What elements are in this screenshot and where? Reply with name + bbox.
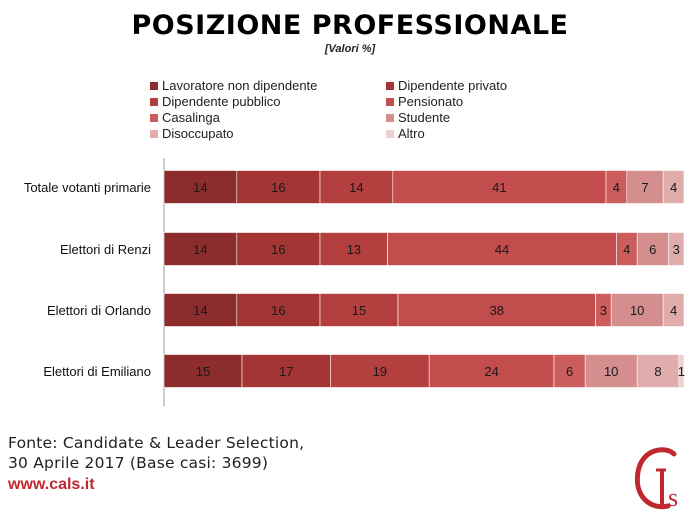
legend-label: Lavoratore non dipendente: [162, 78, 318, 93]
data-label: 15: [196, 364, 210, 379]
legend-label: Pensionato: [398, 94, 464, 109]
bar-segment: [330, 354, 430, 388]
bar-segment: [163, 293, 238, 327]
bar-segment: [610, 293, 664, 327]
data-label: 14: [193, 180, 207, 195]
legend-item-altro: Altro: [386, 126, 425, 141]
data-label: 3: [673, 242, 680, 257]
data-label: 13: [347, 242, 361, 257]
data-label: 6: [649, 242, 656, 257]
bar-segment: [626, 170, 664, 204]
legend-label: Studente: [398, 110, 451, 125]
legend-item-dipendente-pubblico: Dipendente pubblico: [150, 94, 281, 109]
data-label: 4: [623, 242, 630, 257]
legend-label: Disoccupato: [162, 126, 234, 141]
legend-item-casalinga: Casalinga: [150, 110, 220, 125]
data-label: 24: [484, 364, 498, 379]
bar-segment: [163, 232, 238, 266]
data-label: 16: [271, 303, 285, 318]
legend-item-lavoratore-non-dipendente: Lavoratore non dipendente: [150, 78, 317, 93]
bar-segment: [662, 170, 685, 204]
legend-label: Casalinga: [162, 110, 220, 125]
bar-segment: [319, 293, 399, 327]
data-label: 3: [600, 303, 607, 318]
data-label: 4: [670, 180, 677, 195]
legend-swatch: [150, 97, 158, 106]
bar-segment: [636, 232, 669, 266]
category-label: Elettori di Emiliano: [43, 364, 151, 379]
bar-segment: [387, 232, 617, 266]
category-label: Elettori di Renzi: [60, 242, 151, 257]
legend-label: Dipendente privato: [398, 78, 508, 93]
data-label: 44: [495, 242, 509, 257]
data-label: 8: [654, 364, 661, 379]
legend-item-disoccupato: Disoccupato: [150, 126, 234, 141]
logo-c-letter: [634, 447, 677, 510]
data-label: 7: [641, 180, 648, 195]
data-label: 16: [271, 242, 285, 257]
legend-item-dipendente-privato: Dipendente privato: [386, 78, 507, 93]
website-link[interactable]: www.cals.it: [8, 476, 95, 493]
category-label: Totale votanti primarie: [24, 180, 151, 195]
data-label: 15: [352, 303, 366, 318]
data-label: 38: [490, 303, 504, 318]
legend-swatch: [386, 129, 394, 138]
data-label: 4: [670, 303, 677, 318]
legend-swatch: [386, 81, 394, 90]
cals-logo: s: [634, 447, 678, 512]
bar-segment: [397, 293, 596, 327]
source-line-2: 30 Aprile 2017 (Base casi: 3699): [8, 454, 269, 472]
legend-swatch: [386, 97, 394, 106]
data-label: 1: [678, 364, 685, 379]
legend-swatch: [386, 113, 394, 122]
data-label: 14: [349, 180, 363, 195]
legend-label: Altro: [398, 126, 425, 141]
legend-swatch: [150, 81, 158, 90]
data-label: 10: [630, 303, 644, 318]
legend-item-studente: Studente: [386, 110, 450, 125]
source-line-1: Fonte: Candidate & Leader Selection,: [8, 434, 305, 452]
legend-swatch: [150, 129, 158, 138]
data-label: 41: [492, 180, 506, 195]
chart-legend: Lavoratore non dipendente Dipendente pri…: [150, 78, 650, 142]
stacked-bar-chart: Totale votanti primarie 14 16 14 41 4 7 4Eletto…: [24, 158, 685, 406]
footer: Fonte: Candidate & Leader Selection, 30 …: [8, 433, 304, 495]
bar-segment: [668, 232, 685, 266]
legend-item-pensionato: Pensionato: [386, 94, 463, 109]
data-label: 19: [373, 364, 387, 379]
legend-swatch: [150, 113, 158, 122]
logo-s-letter: s: [668, 483, 678, 512]
category-label: Elettori di Orlando: [47, 303, 151, 318]
legend-label: Dipendente pubblico: [162, 94, 281, 109]
bar-segment: [236, 170, 321, 204]
data-label: 17: [279, 364, 293, 379]
bar-segment: [553, 354, 586, 388]
chart-subtitle: [Valori %]: [324, 43, 376, 55]
bar-segment: [319, 170, 394, 204]
data-label: 10: [604, 364, 618, 379]
chart-title: POSIZIONE PROFESSIONALE: [131, 10, 569, 41]
bar-segment: [662, 293, 685, 327]
data-label: 16: [271, 180, 285, 195]
data-label: 6: [566, 364, 573, 379]
data-label: 14: [193, 242, 207, 257]
data-label: 4: [613, 180, 620, 195]
data-label: 14: [193, 303, 207, 318]
bar-segment: [584, 354, 638, 388]
bar-segment: [678, 354, 685, 388]
